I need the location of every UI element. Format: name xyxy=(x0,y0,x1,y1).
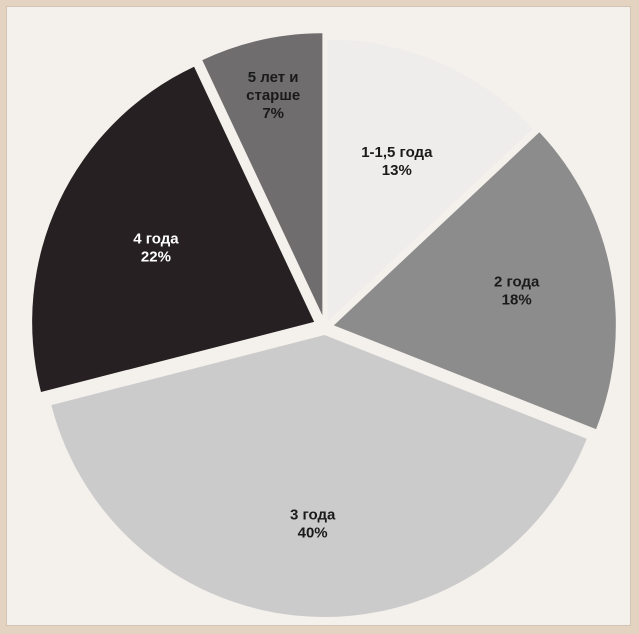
slice-percent-label: 7% xyxy=(262,105,284,122)
slice-percent-label: 22% xyxy=(141,248,171,265)
slice-category-label: 5 лет и xyxy=(248,69,299,86)
slice-category-label: 2 года xyxy=(494,273,540,290)
chart-frame: 1-1,5 года 13% 2 года 18% 3 года 40% 4 года 22%… xyxy=(6,6,631,626)
pie-slice-label-4: 4 года 22% xyxy=(133,230,179,265)
slice-percent-label: 40% xyxy=(298,525,328,542)
slice-category-label: 3 года xyxy=(290,507,336,524)
pie-slice-1 xyxy=(327,39,533,322)
pie-slice-label-3: 3 года 40% xyxy=(290,507,336,542)
slice-category-label: 4 года xyxy=(133,230,179,247)
pie-slice-2 xyxy=(333,132,616,430)
slice-category-label: 1-1,5 года xyxy=(361,144,433,161)
pie-slice-3 xyxy=(51,334,587,617)
pie-slice-label-2: 2 года 18% xyxy=(494,273,540,308)
slice-percent-label: 18% xyxy=(502,291,532,308)
slice-percent-label: 13% xyxy=(382,162,412,179)
slice-category-label: старше xyxy=(246,87,300,104)
pie-slice-label-5: 5 лет и старше 7% xyxy=(246,69,300,122)
pie-slice-5 xyxy=(202,33,323,316)
pie-slice-label-1: 1-1,5 года 13% xyxy=(361,144,433,179)
pie-chart: 1-1,5 года 13% 2 года 18% 3 года 40% 4 года 22%… xyxy=(32,33,616,617)
pie-slice-4 xyxy=(32,66,315,393)
